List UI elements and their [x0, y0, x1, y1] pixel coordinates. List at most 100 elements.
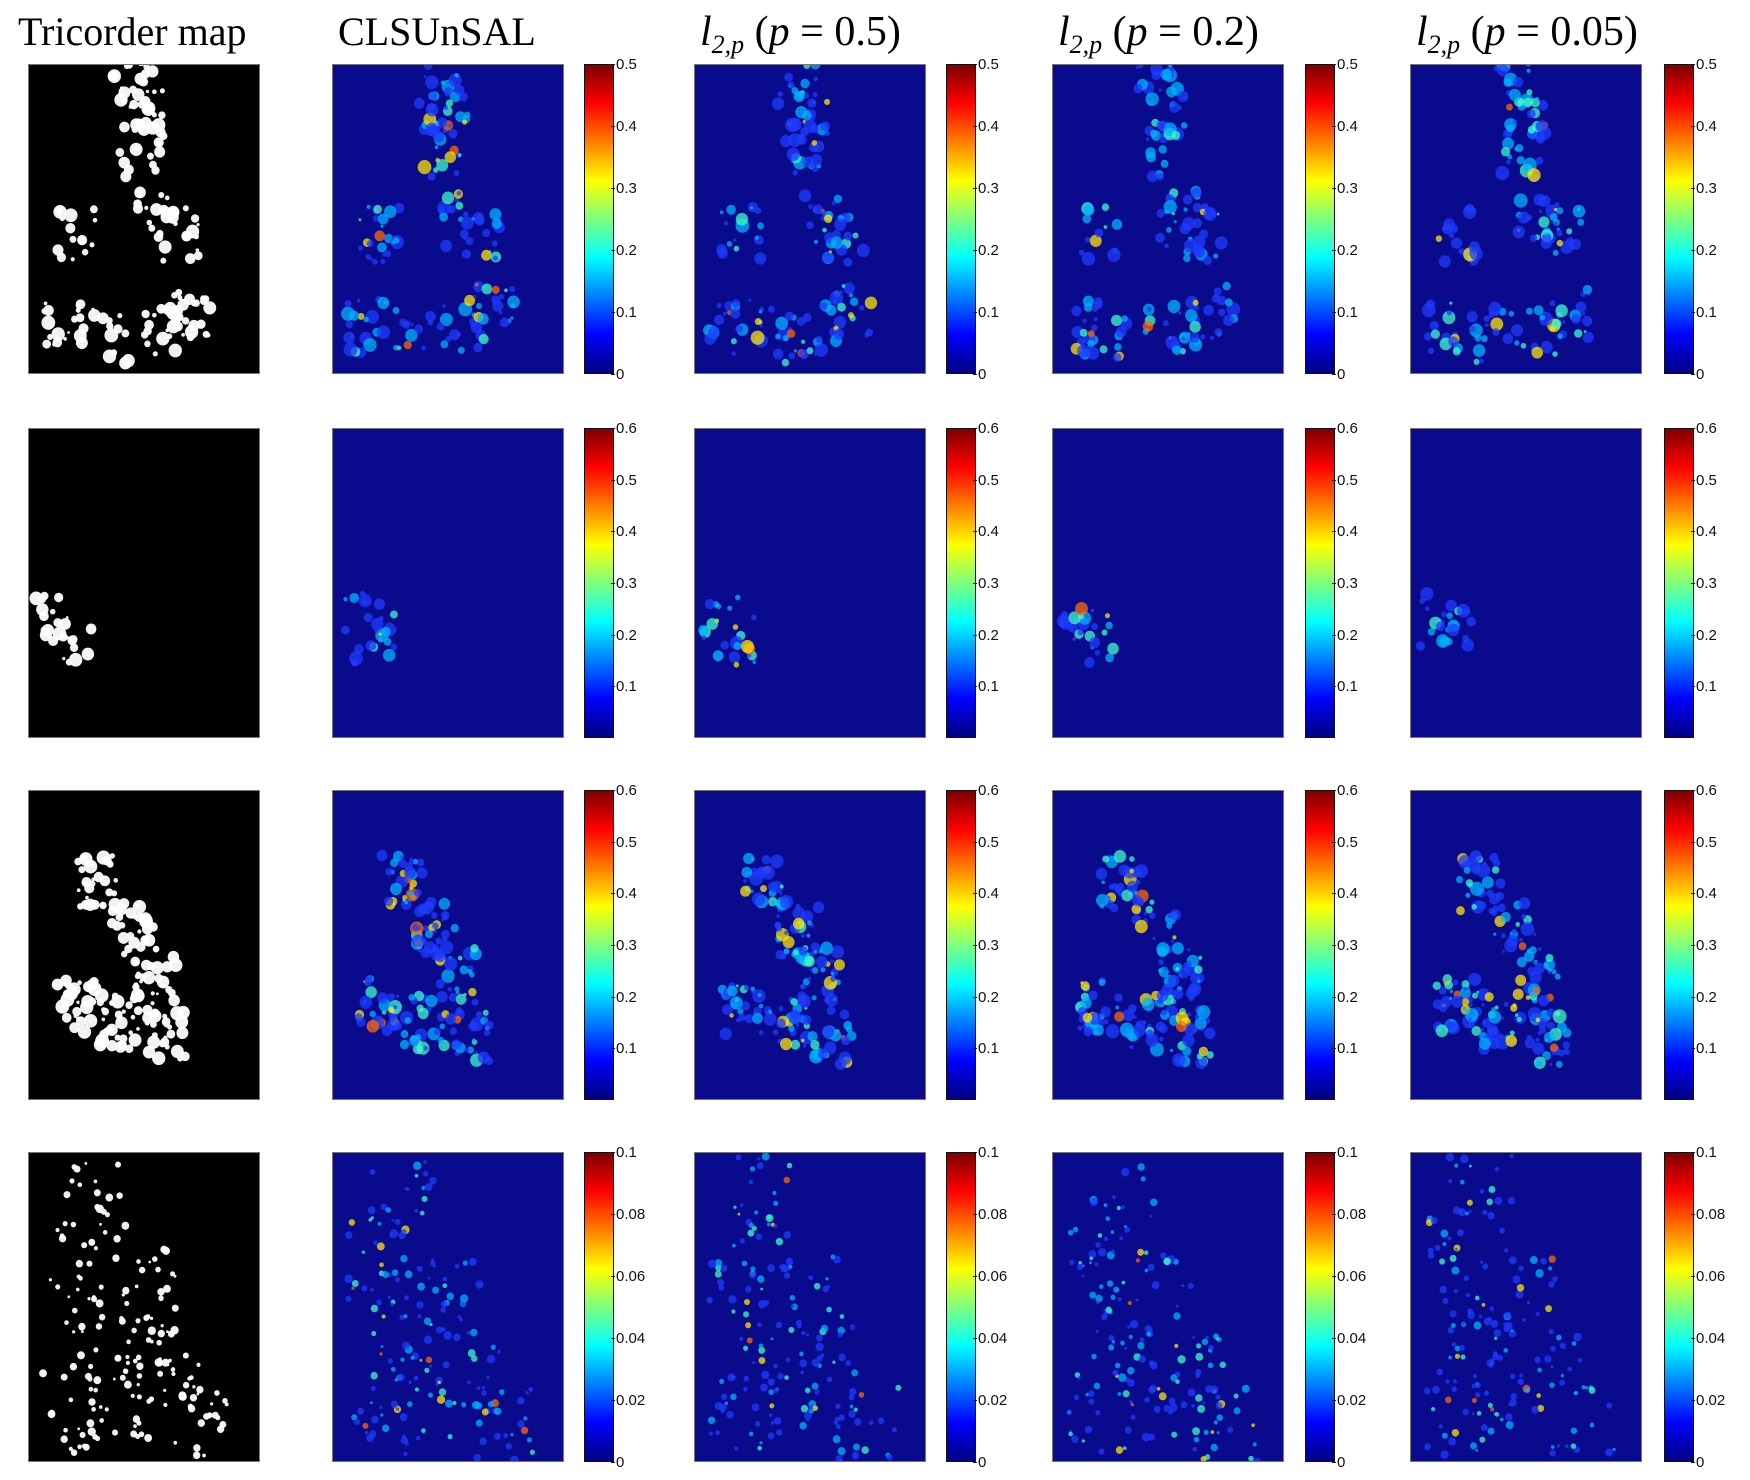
- colorbar-tick-label: 0: [972, 1454, 987, 1471]
- abundance-map-panel: [1410, 790, 1642, 1100]
- colorbar-tick-label: 0.06: [610, 1268, 646, 1285]
- colorbar-tick-label: 0.4: [611, 885, 637, 903]
- abundance-map-panel: [332, 64, 564, 374]
- colorbar-tick-label: 0.4: [1691, 118, 1717, 135]
- colorbar-tick-label: 0.2: [1332, 242, 1358, 259]
- column-title-2: CLSUnSAL: [338, 9, 536, 54]
- colorbar-tick-label: 0.5: [973, 471, 999, 489]
- abundance-map-panel: [332, 790, 564, 1100]
- colorbar-tick-label: 0.2: [611, 988, 637, 1006]
- colorbar-tick-label: 0.5: [1332, 56, 1358, 73]
- colorbar-tick-label: 0.5: [611, 56, 637, 73]
- colorbar-tick-label: 0.5: [973, 56, 999, 73]
- colorbar-tick-label: 0.2: [611, 626, 637, 644]
- colorbar-tick-label: 0.2: [1332, 626, 1358, 644]
- colorbar-tick-label: 0.3: [1691, 575, 1717, 592]
- colorbar-tick-label: 0.3: [1691, 180, 1717, 197]
- colorbar-tick-label: 0.1: [973, 678, 999, 696]
- colorbar-tick-label: 0.3: [973, 575, 999, 592]
- colorbar: [584, 428, 614, 738]
- colorbar: [1664, 790, 1694, 1100]
- abundance-map-panel: [694, 790, 926, 1100]
- colorbar-tick-label: 0: [1331, 366, 1346, 383]
- colorbar: [584, 1152, 614, 1462]
- colorbar: [1664, 64, 1694, 374]
- abundance-map-panel: [1052, 1152, 1284, 1462]
- colorbar-tick-label: 0.6: [1691, 782, 1717, 799]
- colorbar-tick-label: 0.6: [1332, 420, 1358, 437]
- abundance-map-panel: [332, 428, 564, 738]
- colorbar-tick-label: 0.1: [1332, 1040, 1358, 1058]
- colorbar-tick-label: 0.1: [611, 304, 637, 321]
- colorbar-tick-label: 0.2: [973, 242, 999, 259]
- abundance-map-panel: [1410, 64, 1642, 374]
- colorbar-tick-label: 0: [972, 366, 987, 383]
- colorbar-tick-label: 0.3: [973, 180, 999, 197]
- colorbar-tick-label: 0.6: [973, 420, 999, 437]
- colorbar-tick-label: 0.3: [611, 575, 637, 592]
- colorbar-tick-label: 0: [610, 366, 625, 383]
- abundance-map-panel: [1410, 1152, 1642, 1462]
- colorbar-tick-label: 0.2: [973, 988, 999, 1006]
- colorbar-tick-label: 0.2: [611, 242, 637, 259]
- colorbar: [946, 790, 976, 1100]
- colorbar-tick-label: 0: [1690, 1454, 1705, 1471]
- colorbar-tick-label: 0.5: [611, 471, 637, 489]
- colorbar-tick-label: 0.1: [1691, 678, 1717, 696]
- colorbar-tick-label: 0.04: [610, 1330, 646, 1347]
- colorbar-tick-label: 0.3: [1691, 937, 1717, 954]
- colorbar-tick-label: 0.02: [610, 1392, 646, 1409]
- colorbar-tick-label: 0.4: [1332, 885, 1358, 903]
- colorbar-tick-label: 0.4: [973, 118, 999, 135]
- colorbar-tick-label: 0.08: [972, 1206, 1008, 1223]
- colorbar: [1305, 428, 1335, 738]
- colorbar-tick-label: 0.1: [611, 678, 637, 696]
- colorbar-tick-label: 0.1: [973, 304, 999, 321]
- colorbar-tick-label: 0.1: [1691, 1040, 1717, 1058]
- colorbar: [584, 64, 614, 374]
- colorbar-tick-label: 0.02: [1690, 1392, 1726, 1409]
- tricorder-map-panel: [28, 790, 260, 1100]
- colorbar-tick-label: 0.4: [1691, 523, 1717, 541]
- colorbar-tick-label: 0.3: [973, 937, 999, 954]
- colorbar: [946, 64, 976, 374]
- colorbar-tick-label: 0.02: [972, 1392, 1008, 1409]
- colorbar-tick-label: 0.4: [611, 118, 637, 135]
- colorbar-tick-label: 0.2: [973, 626, 999, 644]
- colorbar-tick-label: 0.04: [1331, 1330, 1367, 1347]
- colorbar-tick-label: 0.04: [1690, 1330, 1726, 1347]
- colorbar-tick-label: 0.4: [973, 885, 999, 903]
- colorbar-tick-label: 0.04: [972, 1330, 1008, 1347]
- colorbar-tick-label: 0.4: [1691, 885, 1717, 903]
- abundance-map-panel: [694, 1152, 926, 1462]
- colorbar: [584, 790, 614, 1100]
- tricorder-map-panel: [28, 64, 260, 374]
- tricorder-map-panel: [28, 1152, 260, 1462]
- colorbar-tick-label: 0: [610, 1454, 625, 1471]
- colorbar-tick-label: 0.06: [1331, 1268, 1367, 1285]
- colorbar-tick-label: 0.5: [1332, 471, 1358, 489]
- tricorder-map-panel: [28, 428, 260, 738]
- abundance-map-panel: [1052, 64, 1284, 374]
- abundance-map-panel: [694, 64, 926, 374]
- colorbar-tick-label: 0.06: [972, 1268, 1008, 1285]
- column-title-4: l2,p (p = 0.2): [1058, 9, 1259, 59]
- colorbar-tick-label: 0.4: [611, 523, 637, 541]
- abundance-map-panel: [1052, 790, 1284, 1100]
- colorbar-tick-label: 0.3: [1332, 937, 1358, 954]
- colorbar-tick-label: 0.2: [1691, 242, 1717, 259]
- colorbar-tick-label: 0: [1331, 1454, 1346, 1471]
- column-title-1: Tricorder map: [18, 9, 247, 54]
- colorbar-tick-label: 0.02: [1331, 1392, 1367, 1409]
- colorbar: [1305, 790, 1335, 1100]
- colorbar: [946, 1152, 976, 1462]
- abundance-map-panel: [1410, 428, 1642, 738]
- colorbar-tick-label: 0.4: [1332, 118, 1358, 135]
- colorbar-tick-label: 0.2: [1691, 626, 1717, 644]
- colorbar-tick-label: 0.1: [973, 1144, 999, 1161]
- abundance-map-panel: [694, 428, 926, 738]
- colorbar-tick-label: 0.08: [1331, 1206, 1367, 1223]
- colorbar-tick-label: 0.5: [1691, 56, 1717, 73]
- colorbar-tick-label: 0.6: [973, 782, 999, 799]
- colorbar-tick-label: 0.3: [1332, 180, 1358, 197]
